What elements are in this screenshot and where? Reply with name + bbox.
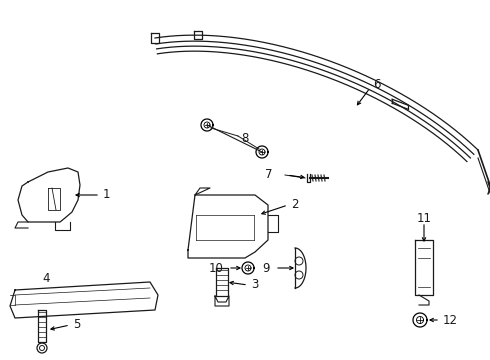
Text: 11: 11 xyxy=(416,211,432,225)
Text: 3: 3 xyxy=(251,279,258,292)
Text: 9: 9 xyxy=(263,261,270,274)
Text: 10: 10 xyxy=(209,261,224,274)
Text: 2: 2 xyxy=(291,198,298,211)
Text: 8: 8 xyxy=(241,131,248,144)
Text: 12: 12 xyxy=(443,314,458,327)
Text: 4: 4 xyxy=(42,271,49,284)
Text: 5: 5 xyxy=(73,319,80,332)
Text: 1: 1 xyxy=(103,189,111,202)
Text: 7: 7 xyxy=(265,167,272,180)
Text: 6: 6 xyxy=(373,78,381,91)
